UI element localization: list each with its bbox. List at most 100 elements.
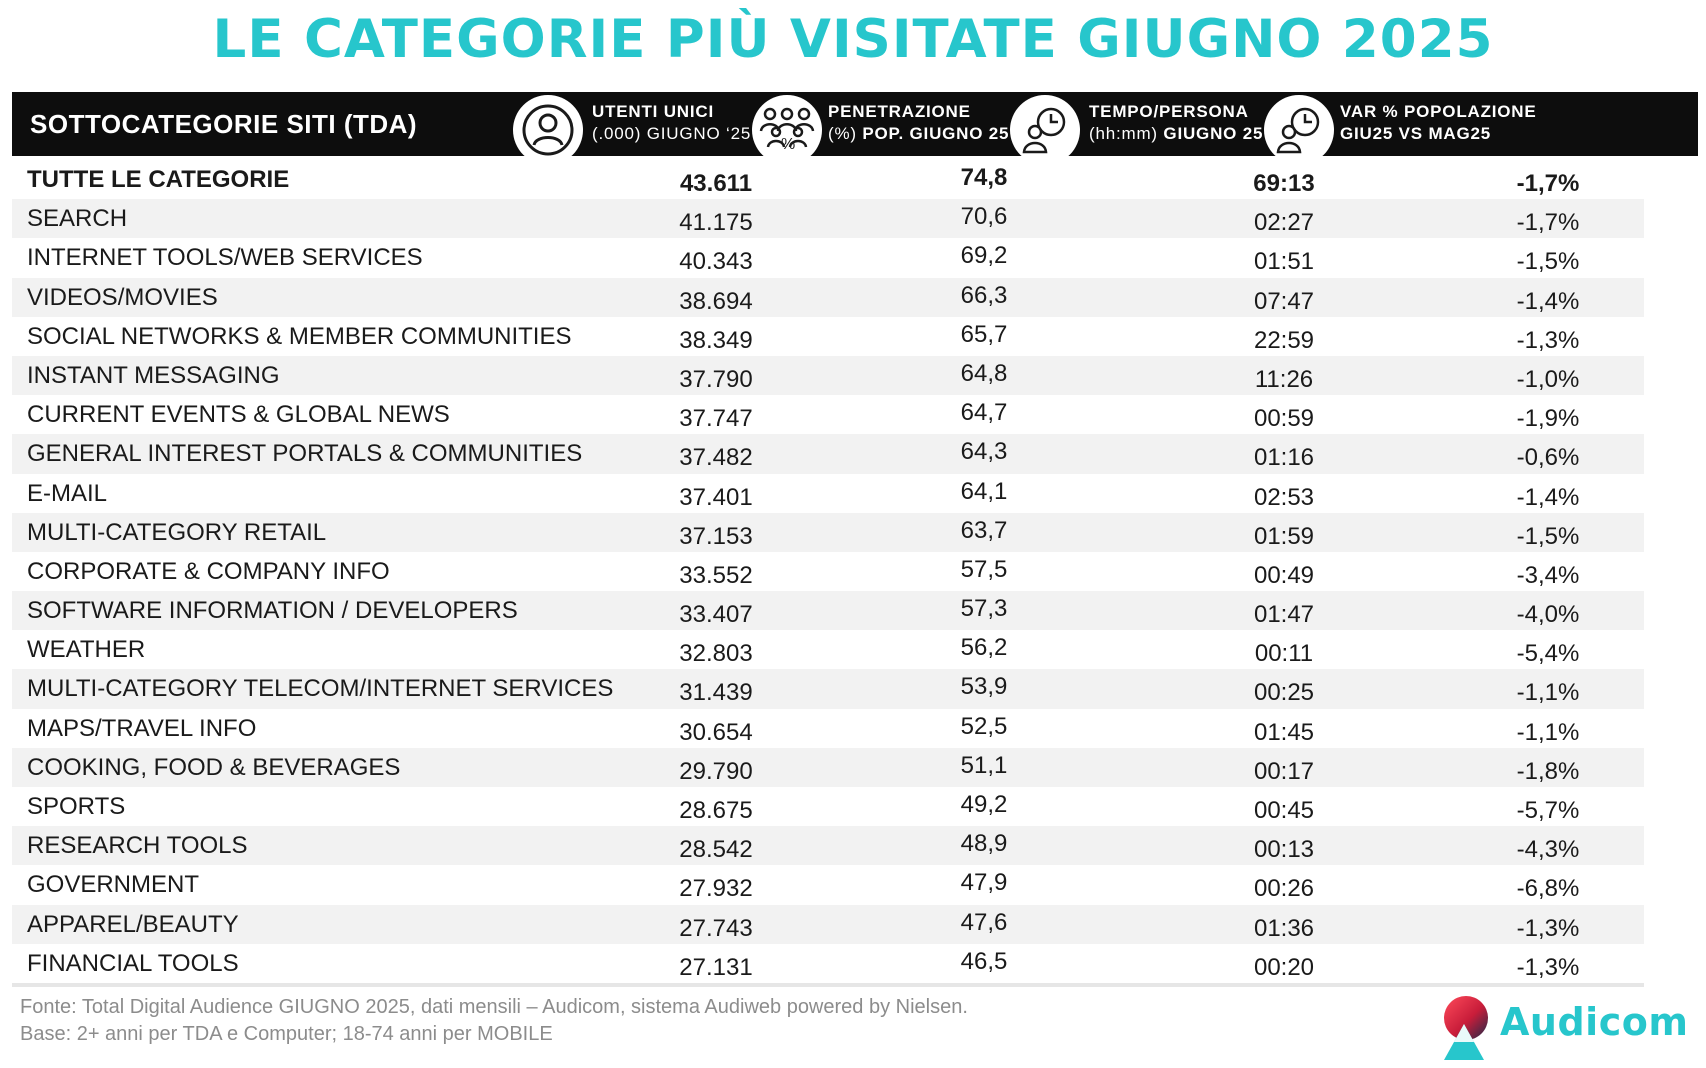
table-row: SOCIAL NETWORKS & MEMBER COMMUNITIES 38.3…	[12, 317, 1644, 356]
users-value: 27.131	[679, 953, 753, 981]
table-row: RESEARCH TOOLS 28.542 48,9 00:13 -4,3%	[12, 826, 1644, 866]
category-name: TUTTE LE CATEGORIE	[27, 166, 290, 193]
penetration-value: 66,3	[960, 281, 1008, 309]
table-bottom-border	[12, 983, 1644, 987]
header-pen-line1: PENETRAZIONE	[828, 102, 971, 121]
header-pen-period: POP. GIUGNO 25	[862, 124, 1010, 143]
time-value: 00:17	[1253, 757, 1315, 785]
users-value: 40.343	[679, 248, 753, 276]
header-variation: VAR % POPOLAZIONE GIU25 VS MAG25	[1340, 101, 1537, 145]
time-value: 07:47	[1253, 287, 1315, 315]
variation-value: -1,9%	[1516, 405, 1580, 433]
users-value: 28.542	[679, 836, 753, 864]
audicom-logo-mark	[1444, 996, 1488, 1060]
penetration-value: 47,6	[960, 908, 1008, 936]
header-pen-unit: (%)	[828, 124, 857, 143]
time-value: 01:45	[1253, 718, 1315, 746]
category-name: INTERNET TOOLS/WEB SERVICES	[27, 244, 423, 272]
header-users-line2: (.000) GIUGNO ‘25	[592, 124, 752, 143]
category-name: VIDEOS/MOVIES	[27, 283, 218, 311]
table-row: FINANCIAL TOOLS 27.131 46,5 00:20 -1,3%	[12, 944, 1644, 983]
category-name: COOKING, FOOD & BEVERAGES	[27, 753, 401, 781]
time-value: 00:45	[1253, 797, 1315, 824]
category-name: RESEARCH TOOLS	[27, 832, 248, 860]
users-value: 32.803	[679, 640, 753, 668]
penetration-value: 53,9	[960, 673, 1008, 701]
penetration-value: 65,7	[960, 320, 1008, 348]
variation-value: -5,7%	[1516, 797, 1580, 824]
table-row: SOFTWARE INFORMATION / DEVELOPERS 33.407 5…	[12, 591, 1644, 631]
variation-value: -1,7%	[1516, 209, 1580, 237]
footer-notes: Fonte: Total Digital Audience GIUGNO 202…	[20, 994, 968, 1048]
category-name: SOFTWARE INFORMATION / DEVELOPERS	[27, 597, 518, 625]
table-row: GOVERNMENT 27.932 47,9 00:26 -6,8%	[12, 865, 1644, 904]
variation-value: -1,5%	[1516, 522, 1580, 550]
users-value: 38.694	[679, 287, 753, 315]
header-time: TEMPO/PERSONA (hh:mm) GIUGNO 25	[1089, 101, 1263, 145]
variation-value: -5,4%	[1516, 640, 1580, 668]
table-row: MULTI-CATEGORY RETAIL 37.153 63,7 01:59 -1,5…	[12, 512, 1644, 552]
table-row: COOKING, FOOD & BEVERAGES 29.790 51,1 00:17…	[12, 747, 1644, 787]
users-value: 37.153	[679, 522, 753, 550]
header-var-line1: VAR % POPOLAZIONE	[1340, 102, 1537, 121]
footer-base: Base: 2+ anni per TDA e Computer; 18-74 …	[20, 1023, 553, 1045]
variation-value: -1,3%	[1516, 953, 1580, 981]
time-value: 00:49	[1253, 561, 1315, 589]
category-name: INSTANT MESSAGING	[27, 361, 280, 389]
table-row: MAPS/TRAVEL INFO 30.654 52,5 01:45 -1,1%	[12, 709, 1644, 748]
users-value: 27.743	[679, 914, 753, 942]
penetration-value: 48,9	[960, 830, 1008, 858]
table-row: SPORTS 28.675 49,2 00:45 -5,7%	[12, 787, 1644, 826]
penetration-value: 70,6	[960, 203, 1008, 231]
category-name: GENERAL INTEREST PORTALS & COMMUNITIES	[27, 440, 583, 468]
time-value: 01:36	[1253, 914, 1315, 942]
variation-value: -1,4%	[1516, 483, 1580, 511]
group-icon	[752, 95, 822, 165]
footer-source: Fonte: Total Digital Audience GIUGNO 202…	[20, 996, 968, 1018]
penetration-value: 57,5	[960, 555, 1008, 583]
users-value: 30.654	[679, 718, 753, 746]
category-name: WEATHER	[27, 636, 146, 664]
table-row: MULTI-CATEGORY TELECOM/INTERNET SERVICES…	[12, 669, 1644, 709]
table-row: INSTANT MESSAGING 37.790 64,8 11:26 -1,0%	[12, 355, 1644, 396]
page-title: LE CATEGORIE PIÙ VISITATE GIUGNO 2025	[212, 9, 1494, 70]
table-row: GENERAL INTEREST PORTALS & COMMUNITIES 37…	[12, 434, 1644, 474]
variation-value: -1,8%	[1516, 757, 1580, 785]
header-time-period: GIUGNO 25	[1163, 124, 1264, 143]
header-var-line2: GIU25 VS MAG25	[1340, 124, 1492, 143]
category-name: MAPS/TRAVEL INFO	[27, 714, 257, 742]
penetration-value: 49,2	[960, 791, 1008, 818]
variation-value: -1,0%	[1516, 365, 1580, 393]
users-value: 33.552	[679, 561, 753, 589]
users-value: 33.407	[679, 601, 753, 629]
category-name: SOCIAL NETWORKS & MEMBER COMMUNITIES	[27, 322, 572, 350]
table-row: APPAREL/BEAUTY 27.743 47,6 01:36 -1,3%	[12, 904, 1644, 944]
table-header: SOTTOCATEGORIE SITI (TDA) UTENTI UNICI (…	[12, 92, 1698, 165]
penetration-value: 56,2	[960, 634, 1008, 662]
header-time-line1: TEMPO/PERSONA	[1089, 102, 1249, 121]
category-name: MULTI-CATEGORY RETAIL	[27, 518, 327, 546]
variation-value: -1,5%	[1516, 248, 1580, 276]
users-value: 28.675	[679, 797, 753, 824]
category-name: CORPORATE & COMPANY INFO	[27, 557, 390, 585]
category-name: E-MAIL	[27, 479, 108, 507]
variation-value: -6,8%	[1516, 875, 1580, 903]
time-value: 11:26	[1254, 365, 1314, 393]
table-row: INTERNET TOOLS/WEB SERVICES 40.343 69,2 01:…	[12, 238, 1644, 277]
time-value: 01:51	[1253, 248, 1315, 276]
table-row: CORPORATE & COMPANY INFO 33.552 57,5 00:49 -…	[12, 552, 1644, 591]
category-name: CURRENT EVENTS & GLOBAL NEWS	[27, 401, 450, 429]
category-name: GOVERNMENT	[27, 871, 200, 899]
variation-value: -1,3%	[1516, 914, 1580, 942]
time-value: 00:11	[1254, 640, 1314, 668]
users-value: 37.482	[679, 444, 753, 472]
data-table: TUTTE LE CATEGORIE 43.611 74,8 69:13 -1,7% SE…	[12, 160, 1644, 983]
penetration-value: 64,8	[960, 359, 1008, 387]
penetration-value: 47,9	[960, 869, 1008, 897]
time-value: 22:59	[1253, 326, 1315, 354]
penetration-value: 57,3	[960, 595, 1008, 623]
users-value: 41.175	[679, 209, 753, 237]
variation-value: -4,3%	[1516, 836, 1580, 864]
table-row: CURRENT EVENTS & GLOBAL NEWS 37.747 64,7 00…	[12, 395, 1644, 434]
time-value: 01:59	[1253, 522, 1315, 550]
